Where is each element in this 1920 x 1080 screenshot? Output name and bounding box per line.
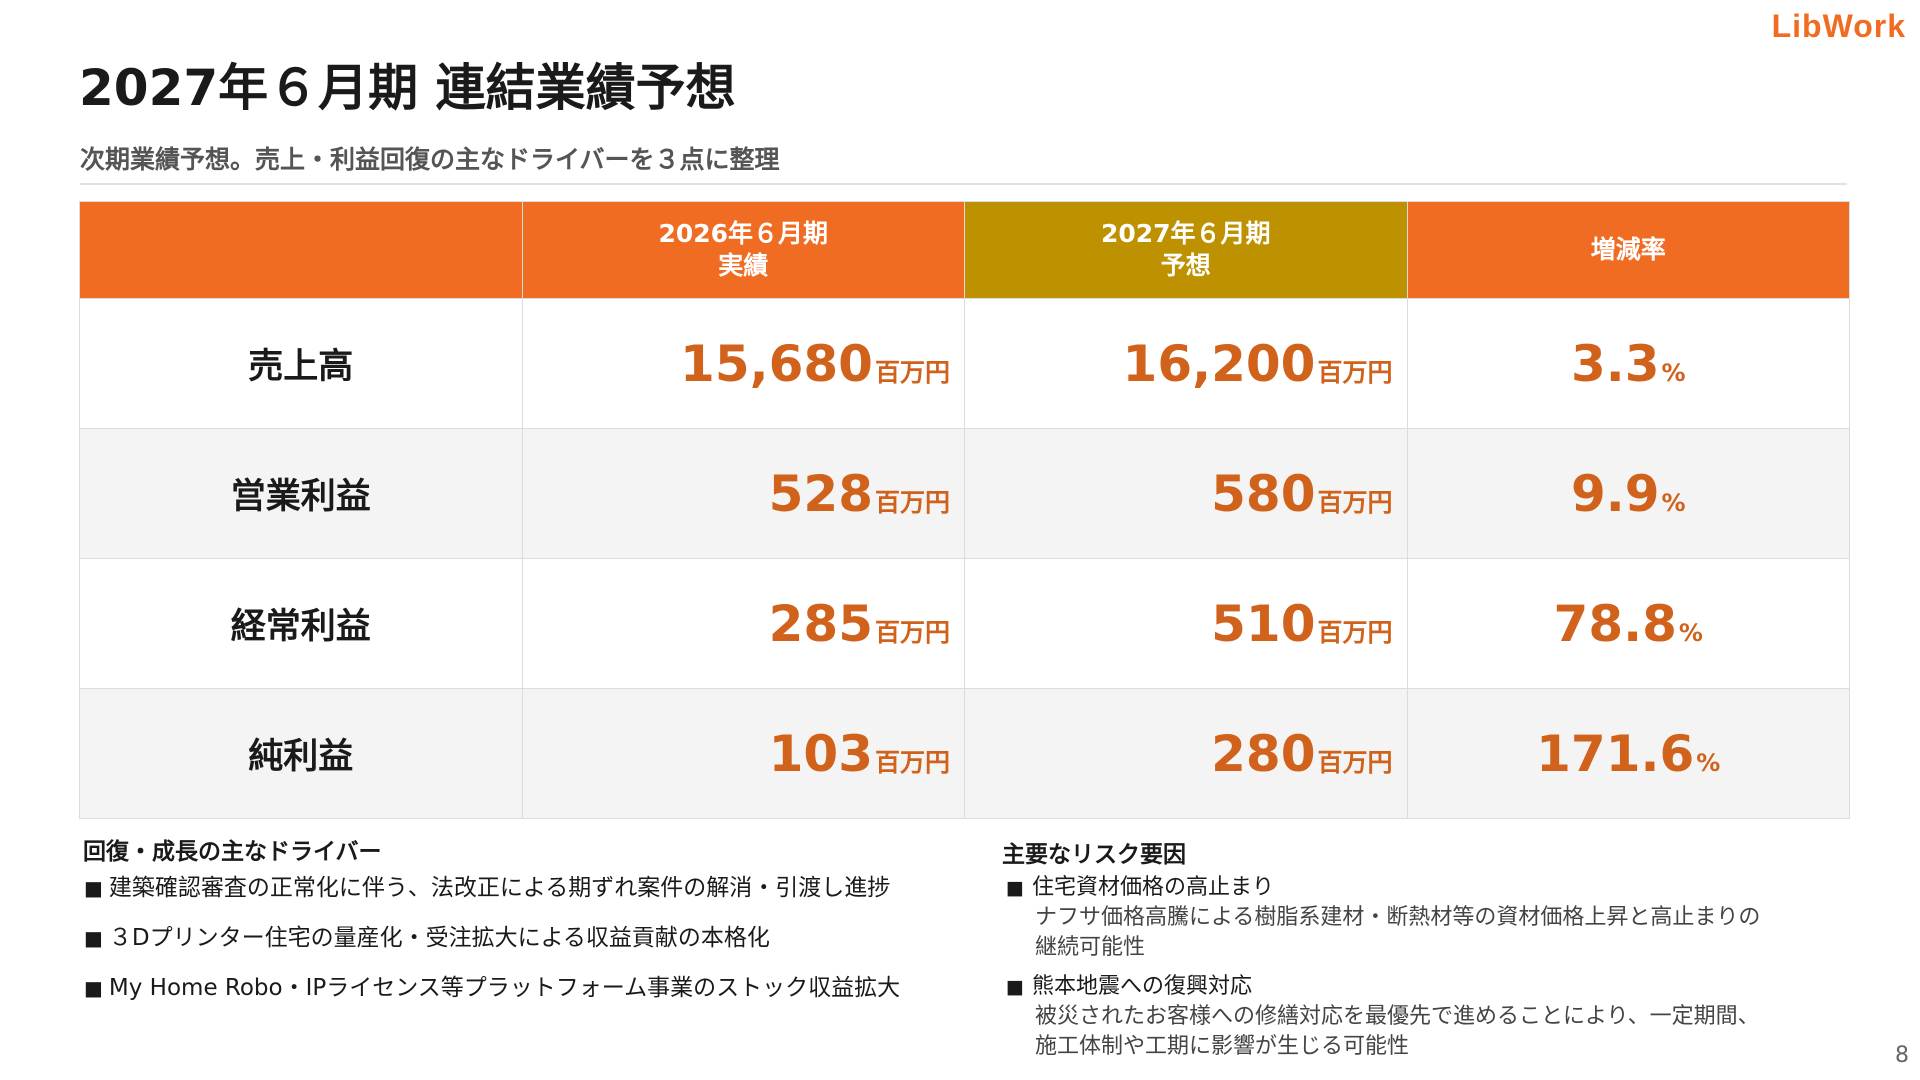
- drivers-title: 回復・成長の主なドライバー: [83, 839, 382, 865]
- driver-item: ■ 建築確認審査の正常化に伴う、法改正による期ずれ案件の解消・引渡し進捗: [84, 875, 891, 901]
- change-rate: 3.3%: [1406, 298, 1850, 429]
- change-rate: 78.8%: [1406, 558, 1850, 689]
- risk-item: ■ 熊本地震への復興対応 被災されたお客様への修繕対応を最優先で進めることにより、…: [1006, 972, 1760, 1062]
- risk-body: 継続可能性: [1035, 935, 1146, 960]
- header-change-rate: 増減率: [1406, 201, 1850, 299]
- square-bullet-icon: ■: [84, 926, 103, 950]
- risk-head: 熊本地震への復興対応: [1031, 974, 1252, 999]
- table-row: 純利益 103百万円 280百万円 171.6%: [79, 688, 1850, 819]
- forecast-value: 16,200百万円: [964, 298, 1408, 429]
- row-label: 純利益: [79, 688, 523, 819]
- header-2026-actual: 2026年６月期 実績: [521, 201, 965, 299]
- actual-value: 285百万円: [521, 558, 965, 689]
- square-bullet-icon: ■: [84, 976, 103, 1000]
- row-label: 営業利益: [79, 428, 523, 559]
- risk-body: 被災されたお客様への修繕対応を最優先で進めることにより、一定期間、: [1035, 1004, 1760, 1029]
- header-empty: [79, 201, 523, 299]
- header-2027-forecast: 2027年６月期 予想: [964, 201, 1408, 299]
- table-header-row: 2026年６月期 実績 2027年６月期 予想 増減率: [79, 201, 1850, 299]
- page-subtitle: 次期業績予想。売上・利益回復の主なドライバーを３点に整理: [80, 145, 780, 174]
- actual-value: 528百万円: [521, 428, 965, 559]
- square-bullet-icon: ■: [1006, 976, 1024, 998]
- square-bullet-icon: ■: [1006, 877, 1024, 899]
- libwork-logo: LibWork: [1771, 8, 1906, 44]
- page-number: 8: [1895, 1043, 1909, 1068]
- forecast-value: 580百万円: [964, 428, 1408, 559]
- table-row: 営業利益 528百万円 580百万円 9.9%: [79, 428, 1850, 559]
- divider: [80, 183, 1847, 185]
- row-label: 経常利益: [79, 558, 523, 689]
- change-rate: 9.9%: [1406, 428, 1850, 559]
- forecast-value: 510百万円: [964, 558, 1408, 689]
- risk-head: 住宅資材価格の高止まり: [1031, 875, 1274, 900]
- risk-item: ■ 住宅資材価格の高止まり ナフサ価格高騰による樹脂系建材・断熱材等の資材価格上昇…: [1006, 873, 1760, 963]
- risk-body: ナフサ価格高騰による樹脂系建材・断熱材等の資材価格上昇と高止まりの: [1035, 905, 1761, 930]
- square-bullet-icon: ■: [84, 876, 103, 900]
- risk-body: 施工体制や工期に影響が生じる可能性: [1035, 1034, 1410, 1059]
- actual-value: 103百万円: [521, 688, 965, 819]
- row-label: 売上高: [79, 298, 523, 429]
- change-rate: 171.6%: [1406, 688, 1850, 819]
- driver-item: ■ ３Dプリンター住宅の量産化・受注拡大による収益貢献の本格化: [84, 925, 770, 951]
- risks-title: 主要なリスク要因: [1002, 842, 1186, 868]
- forecast-table: 2026年６月期 実績 2027年６月期 予想 増減率 売上高 15,680百万…: [79, 201, 1850, 819]
- forecast-value: 280百万円: [964, 688, 1408, 819]
- table-row: 売上高 15,680百万円 16,200百万円 3.3%: [79, 298, 1850, 429]
- driver-item: ■ My Home Robo・IPライセンス等プラットフォーム事業のストック収益拡…: [84, 975, 901, 1001]
- actual-value: 15,680百万円: [521, 298, 965, 429]
- page-title: 2027年６月期 連結業績予想: [79, 59, 736, 117]
- table-row: 経常利益 285百万円 510百万円 78.8%: [79, 558, 1850, 689]
